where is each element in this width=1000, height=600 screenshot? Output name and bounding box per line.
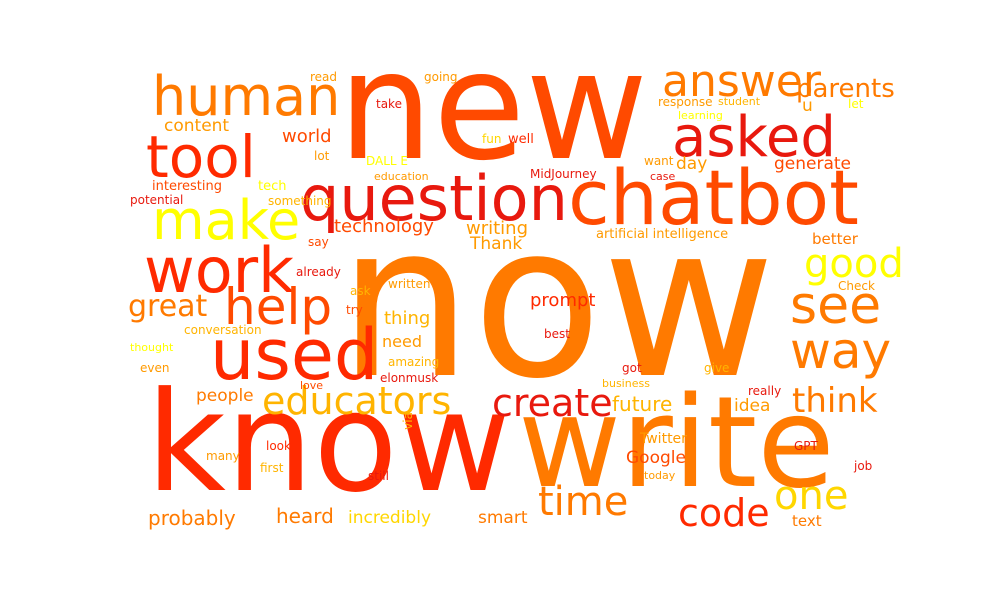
word-text: text [792, 512, 822, 530]
word-many: many [206, 449, 240, 463]
word-read: read [310, 70, 338, 84]
word-help: help [224, 278, 333, 336]
word-student: student [718, 95, 761, 108]
word-twitter: Twitter [640, 431, 687, 447]
word-time: time [538, 479, 629, 525]
word-education: education [374, 170, 429, 183]
word-potential: potential [130, 193, 184, 207]
word-u: u [802, 96, 813, 116]
word-today: today [644, 469, 676, 482]
word-got: got [622, 361, 642, 375]
word-see: see [790, 276, 882, 336]
word-answer: answer [662, 56, 821, 107]
word-educators: educators [262, 379, 452, 423]
word-love: love [300, 379, 324, 392]
word-now: now [338, 178, 776, 425]
word-write: write [518, 369, 835, 516]
word-make: make [152, 189, 301, 252]
word-content: content [164, 116, 230, 136]
word-day: day [676, 154, 708, 174]
word-already: already [296, 265, 341, 279]
word-midjourney: MidJourney [530, 167, 597, 181]
word-know: know [146, 362, 511, 523]
word-take: take [376, 97, 402, 111]
word-people: people [196, 386, 254, 406]
word-look: look [266, 439, 291, 453]
word-way: way [790, 322, 892, 380]
word-really: really [748, 384, 782, 398]
word-thought: thought [130, 341, 174, 354]
word-thing: thing [384, 308, 431, 329]
word-dall-e: DALL E [366, 154, 409, 168]
word-probably: probably [148, 506, 236, 530]
word-job: job [854, 459, 873, 473]
word-work: work [144, 234, 295, 307]
word-smart: smart [478, 508, 528, 528]
word-parents: parents [796, 74, 895, 104]
word-elonmusk: elonmusk [380, 371, 439, 385]
word-new: new [338, 20, 649, 194]
word-better: better [812, 230, 858, 248]
word-thank: Thank [470, 234, 523, 254]
word-incredibly: incredibly [348, 508, 432, 528]
word-want: want [644, 154, 674, 168]
word-gpt: GPT [794, 439, 818, 453]
word-say: say [308, 235, 329, 249]
word-google: Google [626, 448, 686, 468]
word-future: future [612, 392, 673, 416]
word-well: well [508, 132, 534, 147]
word-technology: technology [334, 216, 434, 237]
word-let: let [848, 97, 864, 111]
word-tech: tech [258, 179, 287, 194]
word-even: even [140, 361, 170, 375]
word-check: Check [838, 279, 875, 293]
word-need: need [382, 332, 422, 351]
word-give: give [704, 361, 730, 375]
word-written: written [388, 277, 431, 291]
word-writing: writing [466, 218, 529, 239]
word-learning: learning [678, 109, 723, 122]
word-ask: ask [350, 284, 371, 298]
word-amazing: amazing [388, 355, 440, 369]
word-fun: fun [482, 132, 502, 146]
word-response: response [658, 95, 713, 109]
word-heard: heard [276, 504, 334, 528]
word-conversation: conversation [184, 323, 262, 337]
word-something: something [268, 194, 332, 208]
word-think: think [792, 381, 878, 421]
word-interesting: interesting [152, 179, 222, 194]
word-good: good [804, 241, 904, 287]
word-tool: tool [146, 123, 256, 191]
word-idea: idea [734, 396, 771, 416]
word-one: one [774, 473, 849, 519]
word-prompt: prompt [530, 290, 596, 311]
word-best: best [544, 327, 570, 341]
word-used: used [210, 314, 379, 396]
word-via: via [401, 412, 415, 430]
word-generate: generate [774, 154, 852, 174]
word-human: human [152, 65, 341, 128]
word-world: world [282, 126, 332, 147]
word-going: going [424, 70, 458, 84]
word-artificial-intelligence: artificial intelligence [596, 227, 729, 242]
word-try: try [346, 303, 363, 317]
word-asked: asked [672, 105, 836, 170]
word-chatbot: chatbot [568, 153, 859, 242]
word-lot: lot [314, 149, 330, 163]
word-still: still [368, 469, 389, 483]
word-create: create [492, 381, 613, 425]
word-great: great [128, 289, 208, 324]
word-business: business [602, 377, 650, 390]
word-first: first [260, 461, 284, 475]
word-question: question [300, 162, 568, 235]
word-code: code [678, 491, 770, 535]
word-case: case [650, 170, 676, 183]
